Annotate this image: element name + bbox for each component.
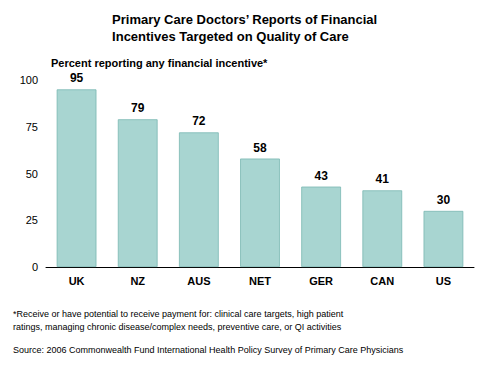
svg-text:25: 25: [26, 214, 38, 226]
svg-text:30: 30: [437, 193, 451, 207]
svg-text:GER: GER: [309, 275, 333, 287]
svg-text:UK: UK: [69, 275, 85, 287]
svg-text:0: 0: [32, 261, 38, 273]
svg-text:NZ: NZ: [130, 275, 145, 287]
svg-text:79: 79: [131, 101, 145, 115]
svg-text:95: 95: [70, 71, 84, 85]
svg-text:72: 72: [192, 114, 206, 128]
svg-text:Source: 2006 Commonwealth Fund: Source: 2006 Commonwealth Fund Internati…: [13, 345, 404, 355]
svg-text:AUS: AUS: [187, 275, 210, 287]
svg-text:Incentives Targeted on Quality: Incentives Targeted on Quality of Care: [112, 29, 349, 44]
svg-text:US: US: [436, 275, 451, 287]
svg-text:NET: NET: [249, 275, 271, 287]
svg-text:ratings, managing chronic dise: ratings, managing chronic disease/comple…: [13, 322, 342, 332]
svg-text:58: 58: [253, 141, 267, 155]
svg-text:41: 41: [376, 172, 390, 186]
svg-text:75: 75: [26, 121, 38, 133]
svg-text:*Receive or have potential to: *Receive or have potential to receive pa…: [13, 309, 344, 319]
svg-text:Percent reporting any financia: Percent reporting any financial incentiv…: [51, 57, 268, 69]
svg-text:50: 50: [26, 168, 38, 180]
svg-text:100: 100: [20, 74, 38, 86]
svg-text:43: 43: [314, 169, 328, 183]
svg-text:CAN: CAN: [370, 275, 394, 287]
svg-text:Primary Care Doctors’ Reports: Primary Care Doctors’ Reports of Financi…: [112, 12, 377, 27]
